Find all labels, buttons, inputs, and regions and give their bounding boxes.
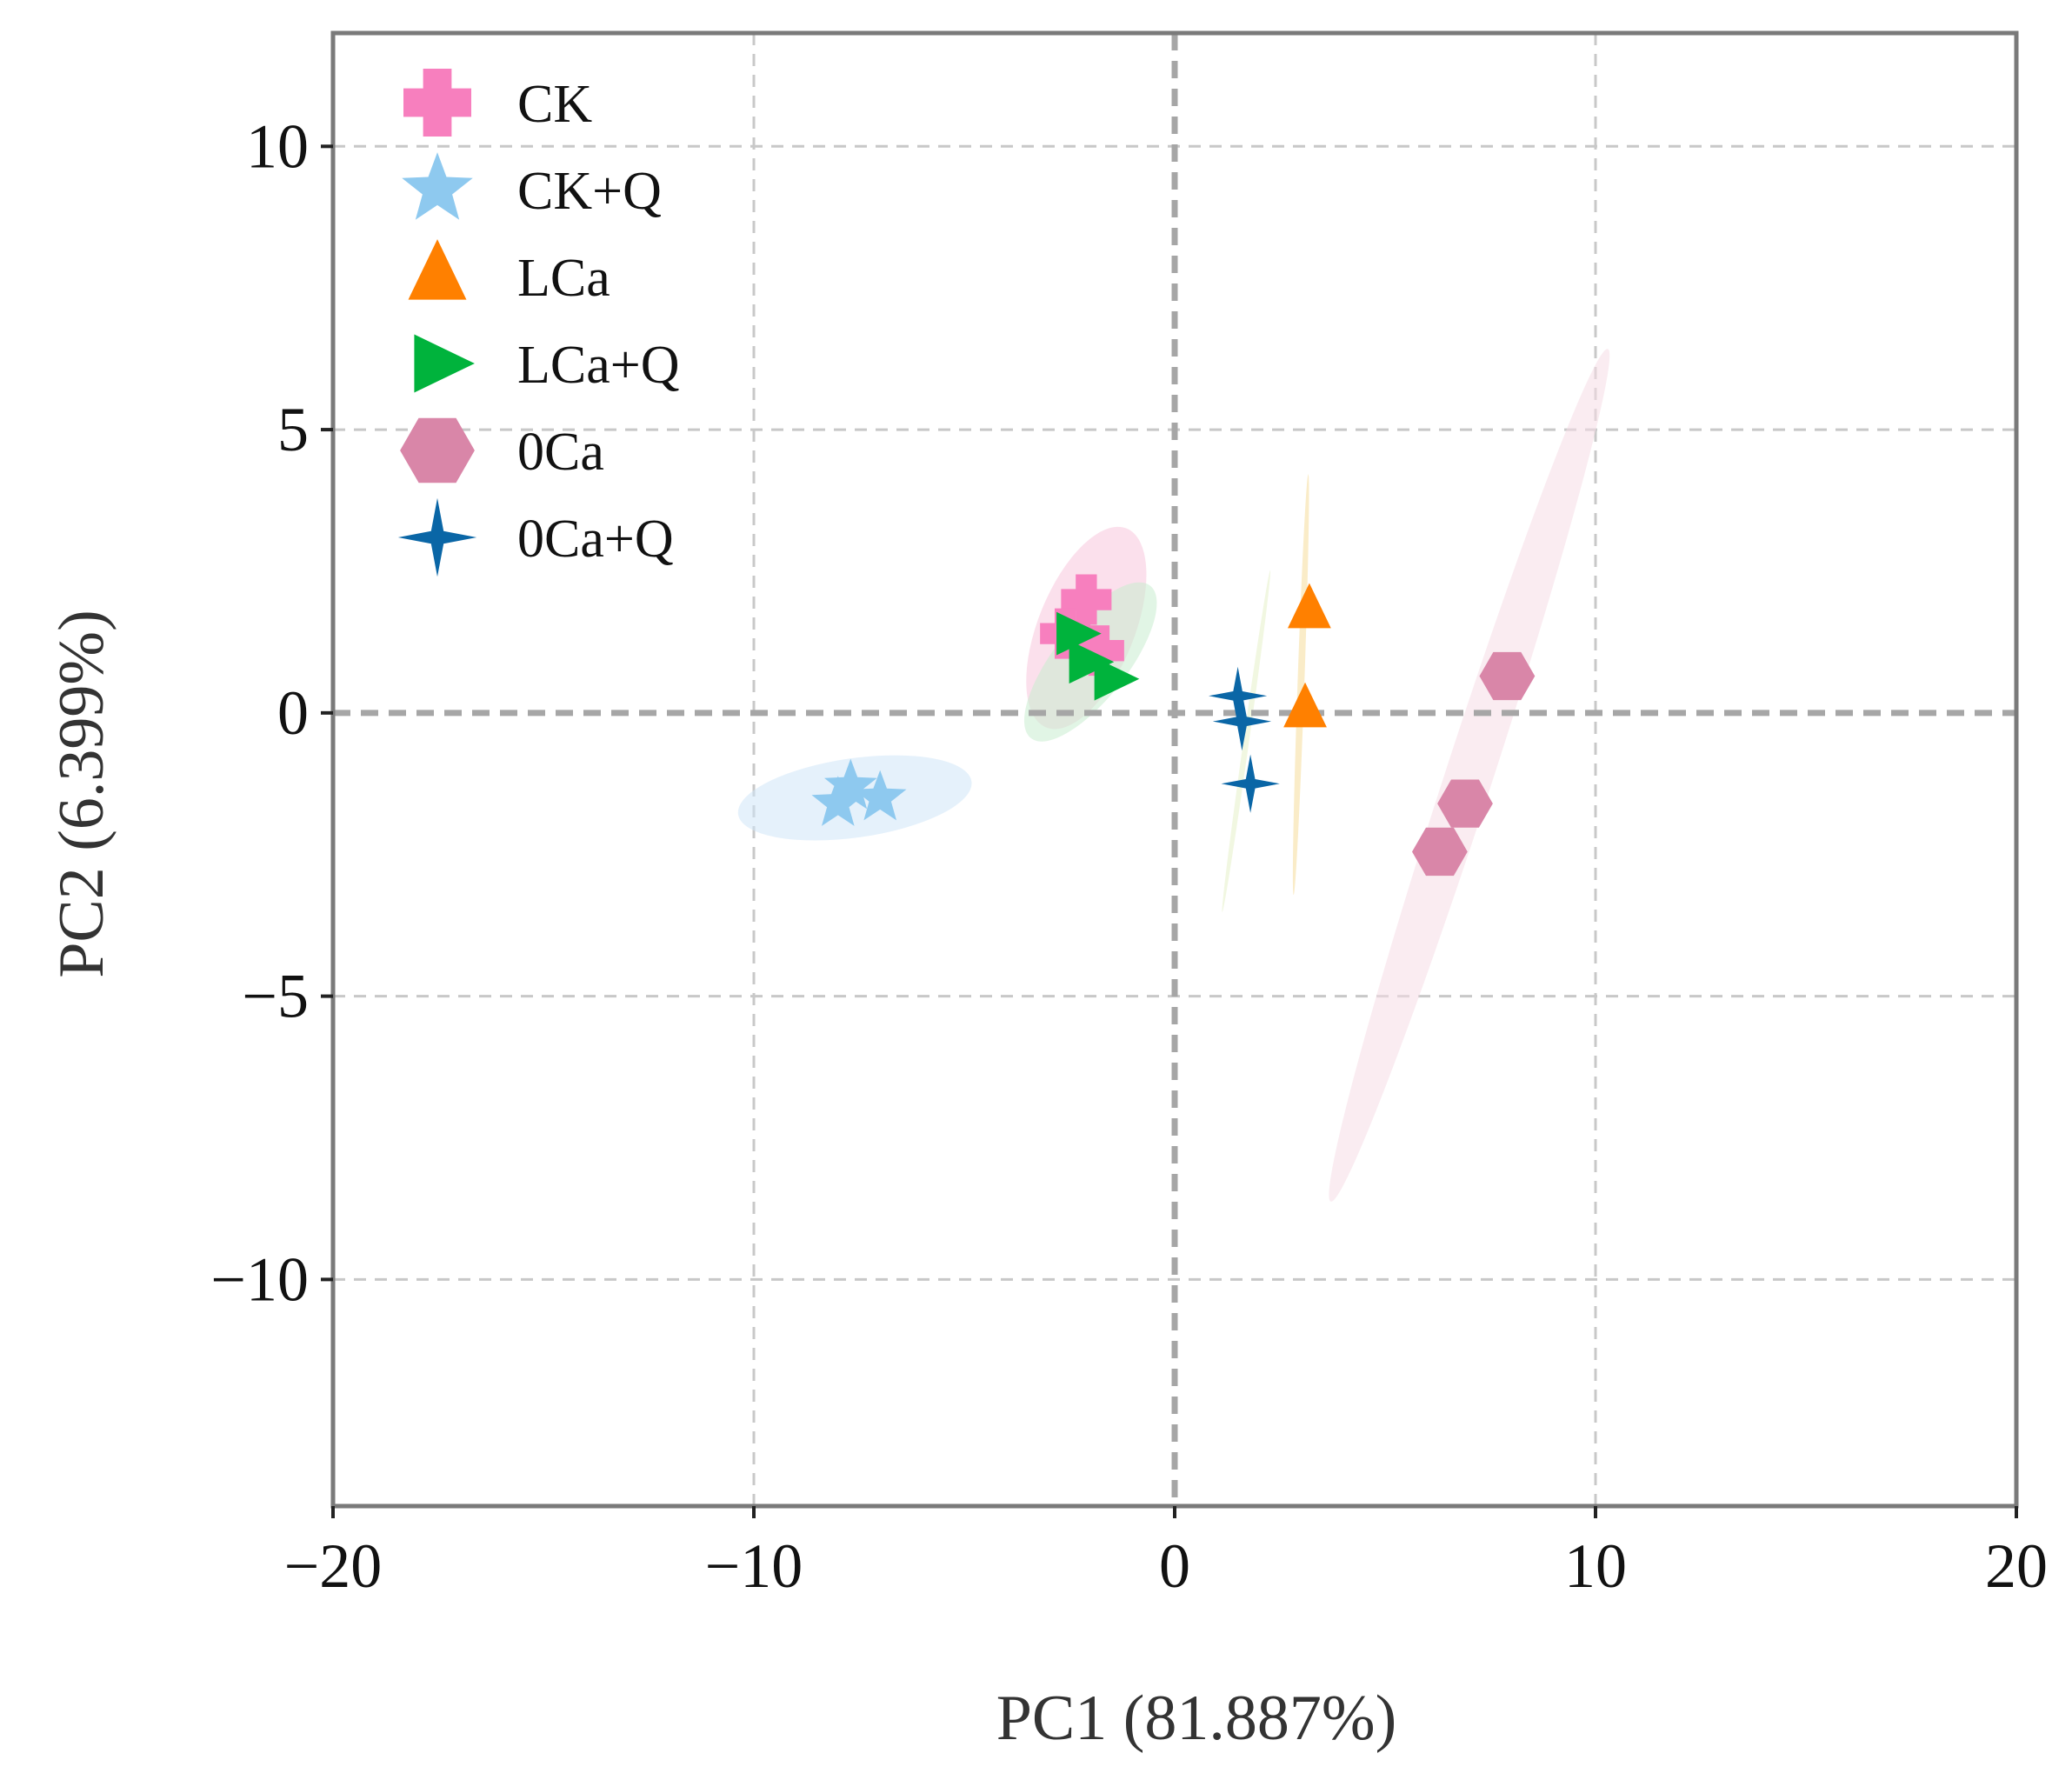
data-points xyxy=(811,574,1536,877)
legend-label-ck-q: CK+Q xyxy=(517,162,662,221)
point-lca-q xyxy=(1069,640,1115,684)
legend-label-lca-q: LCa+Q xyxy=(517,336,679,395)
axis-ticks: −20 −10 0 10 20 −10 −5 0 5 10 xyxy=(210,111,2048,1601)
legend-label-ck: CK xyxy=(517,75,592,134)
point-lca-q xyxy=(1056,611,1102,656)
x-tick-label: 10 xyxy=(1564,1531,1627,1601)
point-0ca-q xyxy=(1209,666,1268,725)
point-ck-q xyxy=(824,758,877,810)
point-ck xyxy=(1073,625,1124,677)
legend-marker-0ca-q xyxy=(397,497,477,577)
point-lca-q xyxy=(1094,657,1140,701)
x-tick-label: 0 xyxy=(1159,1531,1190,1601)
y-axis-title: PC2 (6.399%) xyxy=(46,610,117,977)
legend-marker-lca-q xyxy=(414,334,475,393)
ellipse-0ca xyxy=(1329,349,1610,1202)
legend-label-lca: LCa xyxy=(517,249,610,308)
point-ck-q xyxy=(811,776,865,826)
point-lca xyxy=(1283,682,1327,728)
y-tick-label: 0 xyxy=(277,678,309,748)
x-tick-label: 20 xyxy=(1985,1531,2048,1601)
point-0ca xyxy=(1437,779,1493,828)
y-tick-label: −5 xyxy=(242,962,309,1031)
ellipse-0ca-q xyxy=(1222,570,1271,912)
point-0ca xyxy=(1412,827,1468,877)
x-axis-title: PC1 (81.887%) xyxy=(996,1683,1396,1754)
legend-marker-ck-q xyxy=(402,152,473,220)
x-tick-label: −10 xyxy=(705,1531,803,1601)
legend: CK CK+Q LCa LCa+Q 0Ca 0Ca+Q xyxy=(397,69,679,577)
y-tick-label: 10 xyxy=(246,111,309,181)
point-lca xyxy=(1287,583,1331,629)
legend-marker-0ca xyxy=(400,417,475,483)
x-tick-label: −20 xyxy=(284,1531,383,1601)
point-0ca xyxy=(1479,651,1536,701)
ellipse-lca xyxy=(1292,474,1309,896)
y-tick-label: 5 xyxy=(277,395,309,464)
legend-marker-lca xyxy=(408,239,467,300)
point-0ca-q xyxy=(1212,692,1272,751)
point-0ca-q xyxy=(1221,754,1280,813)
legend-label-0ca: 0Ca xyxy=(517,423,604,482)
y-tick-label: −10 xyxy=(210,1244,309,1314)
zero-lines xyxy=(333,33,2016,1506)
point-ck xyxy=(1061,574,1112,625)
legend-marker-ck xyxy=(403,69,471,137)
legend-label-0ca-q: 0Ca+Q xyxy=(517,510,674,569)
point-ck-q xyxy=(853,770,907,821)
